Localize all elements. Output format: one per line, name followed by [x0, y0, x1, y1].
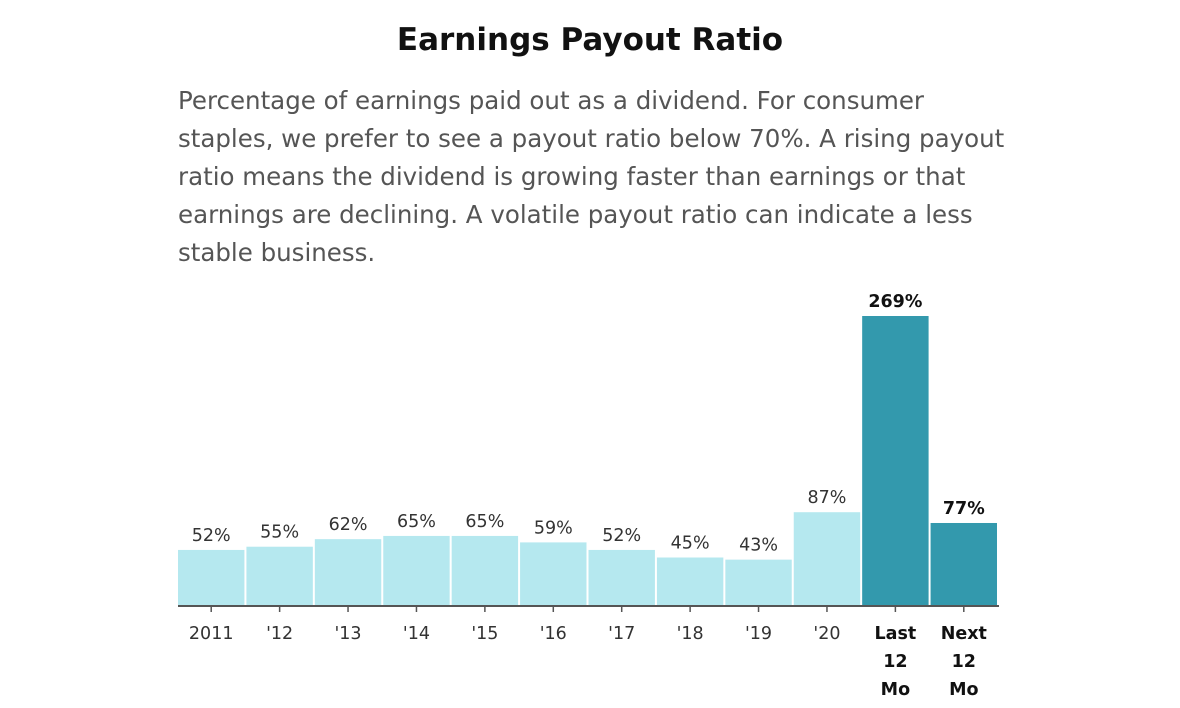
bar-14 [383, 535, 450, 606]
tick-label-2011: 2011 [189, 624, 234, 644]
value-label-13: 62% [329, 515, 368, 535]
value-label-18: 45% [671, 533, 710, 553]
tick-label-18: '18 [677, 624, 704, 644]
bar-12 [246, 546, 313, 606]
value-labels-group: 52% 55% 62% 65% 65% 59% 52% 45% 43% 87% 269% 77% [192, 292, 985, 556]
tick-label-14: '14 [403, 624, 430, 644]
bar-last-12-mo [862, 316, 929, 606]
value-label-19: 43% [739, 536, 778, 556]
bar-19 [725, 559, 792, 606]
tick-label-last-12-mo: Last 12 Mo [875, 624, 917, 700]
value-label-last-12-mo: 269% [868, 292, 922, 312]
tick-label-19: '19 [745, 624, 772, 644]
tick-label-12: '12 [266, 624, 293, 644]
value-label-next-12-mo: 77% [943, 499, 985, 519]
tick-label-next-12-mo: Next 12 Mo [941, 624, 987, 700]
tick-label-13: '13 [334, 624, 361, 644]
value-label-15: 65% [465, 512, 504, 532]
value-label-20: 87% [808, 488, 847, 508]
chart-title: Earnings Payout Ratio [396, 22, 784, 58]
x-tick-labels-group: 2011 '12 '13 '14 '15 '16 '17 '18 '19 '20 Last 12 Mo N… [189, 624, 987, 700]
bar-18 [656, 557, 724, 606]
bar-15 [451, 535, 519, 606]
bar-2011 [178, 549, 245, 606]
value-label-2011: 52% [192, 526, 231, 546]
bar-next-12-mo [930, 522, 997, 606]
tick-label-17: '17 [608, 624, 635, 644]
x-ticks-group [210, 606, 965, 612]
bar-13 [314, 539, 382, 606]
value-label-12: 55% [260, 523, 299, 543]
tick-label-16: '16 [540, 624, 567, 644]
chart-subtitle: Percentage of earnings paid out as a div… [178, 86, 1005, 267]
value-label-17: 52% [602, 526, 641, 546]
bar-20 [793, 512, 861, 606]
bar-17 [588, 549, 655, 606]
tick-label-15: '15 [471, 624, 498, 644]
value-label-16: 59% [534, 518, 573, 538]
bars-group [178, 316, 997, 606]
tick-label-20: '20 [813, 624, 840, 644]
value-label-14: 65% [397, 512, 436, 532]
bar-16 [520, 542, 587, 606]
